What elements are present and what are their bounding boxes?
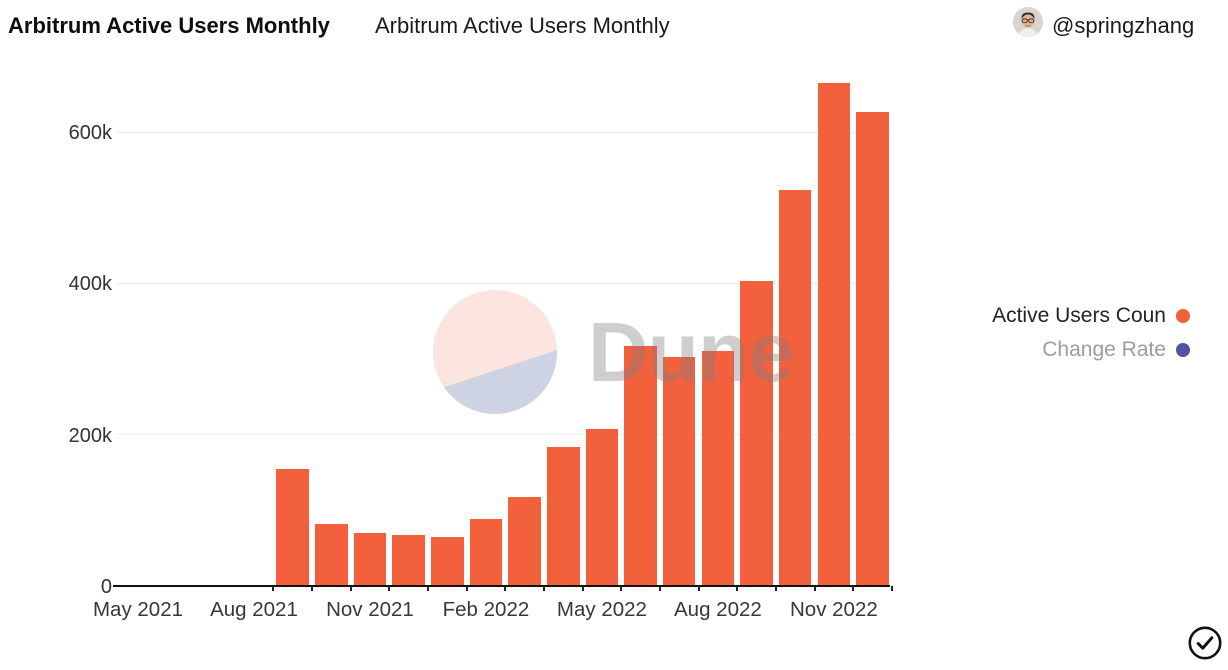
legend-dot-icon: [1176, 342, 1190, 357]
author-avatar[interactable]: [1013, 7, 1043, 37]
y-axis-label-600k: 600k: [68, 122, 112, 145]
bar-jul-2022[interactable]: [662, 356, 696, 586]
bar-feb-2022[interactable]: [469, 518, 503, 586]
legend-dot-icon: [1176, 308, 1190, 323]
bar-dec-2021[interactable]: [392, 535, 425, 586]
x-axis-tick: [813, 586, 816, 591]
bar-may-2022[interactable]: [585, 428, 619, 586]
x-axis-tick: [272, 586, 275, 591]
x-axis-tick: [890, 586, 893, 591]
chart-legend: Active Users Coun Change Rate: [992, 303, 1190, 362]
x-axis-label-aug-2022: Aug 2022: [674, 598, 762, 621]
query-title: Arbitrum Active Users Monthly: [8, 13, 330, 38]
y-axis-label-400k: 400k: [68, 273, 112, 296]
x-axis-line: [113, 585, 890, 588]
x-axis-tick: [426, 586, 429, 591]
gridline-600k: [117, 131, 890, 133]
x-axis-label-feb-2022: Feb 2022: [442, 598, 530, 621]
x-axis-tick: [774, 586, 777, 591]
legend-label: Change Rate: [1042, 338, 1166, 362]
bar-aug-2022[interactable]: [701, 351, 735, 586]
x-axis-tick: [697, 586, 700, 591]
x-axis-tick: [736, 586, 739, 591]
x-axis-tick: [620, 586, 623, 591]
bar-apr-2022[interactable]: [547, 446, 580, 586]
bar-dec-2022[interactable]: [856, 111, 889, 586]
x-axis-tick: [658, 586, 661, 591]
x-axis-tick: [349, 586, 352, 591]
y-axis-label-200k: 200k: [68, 424, 112, 447]
chart-title: Arbitrum Active Users Monthly: [375, 13, 670, 38]
x-axis-label-nov-2022: Nov 2022: [789, 598, 878, 621]
bar-sep-2021[interactable]: [276, 468, 309, 586]
x-axis-label-may-2021: May 2021: [92, 598, 184, 621]
x-axis-tick: [852, 586, 855, 591]
dune-logo-pie-icon: [433, 290, 557, 414]
bar-sep-2022[interactable]: [740, 281, 773, 586]
x-axis-label-may-2022: May 2022: [556, 598, 647, 621]
avatar-photo-icon: [1013, 7, 1043, 37]
bar-jun-2022[interactable]: [624, 346, 657, 586]
legend-label: Active Users Coun: [992, 304, 1166, 327]
bar-nov-2022[interactable]: [817, 82, 851, 586]
bar-oct-2021[interactable]: [315, 523, 348, 586]
verified-check-icon[interactable]: [1186, 624, 1224, 662]
bar-jan-2022[interactable]: [431, 536, 464, 586]
x-axis-label-aug-2021: Aug 2021: [210, 598, 298, 621]
gridline-200k: [117, 434, 890, 436]
x-axis-tick: [581, 586, 584, 591]
x-axis-tick: [388, 586, 391, 591]
x-axis-tick: [542, 586, 545, 591]
legend-item-change-rate[interactable]: Change Rate: [1042, 337, 1190, 362]
bar-mar-2022[interactable]: [508, 496, 541, 586]
x-axis-tick: [310, 586, 313, 591]
bar-nov-2021[interactable]: [353, 533, 387, 586]
bar-oct-2022[interactable]: [778, 189, 812, 586]
gridline-400k: [117, 282, 890, 284]
legend-item-active-users-coun[interactable]: Active Users Coun: [992, 303, 1190, 328]
x-axis-tick: [504, 586, 507, 591]
x-axis-tick: [465, 586, 468, 591]
x-axis-label-nov-2021: Nov 2021: [326, 598, 414, 621]
author-handle[interactable]: @springzhang: [1052, 13, 1195, 38]
y-axis-label-0: 0: [100, 576, 112, 598]
